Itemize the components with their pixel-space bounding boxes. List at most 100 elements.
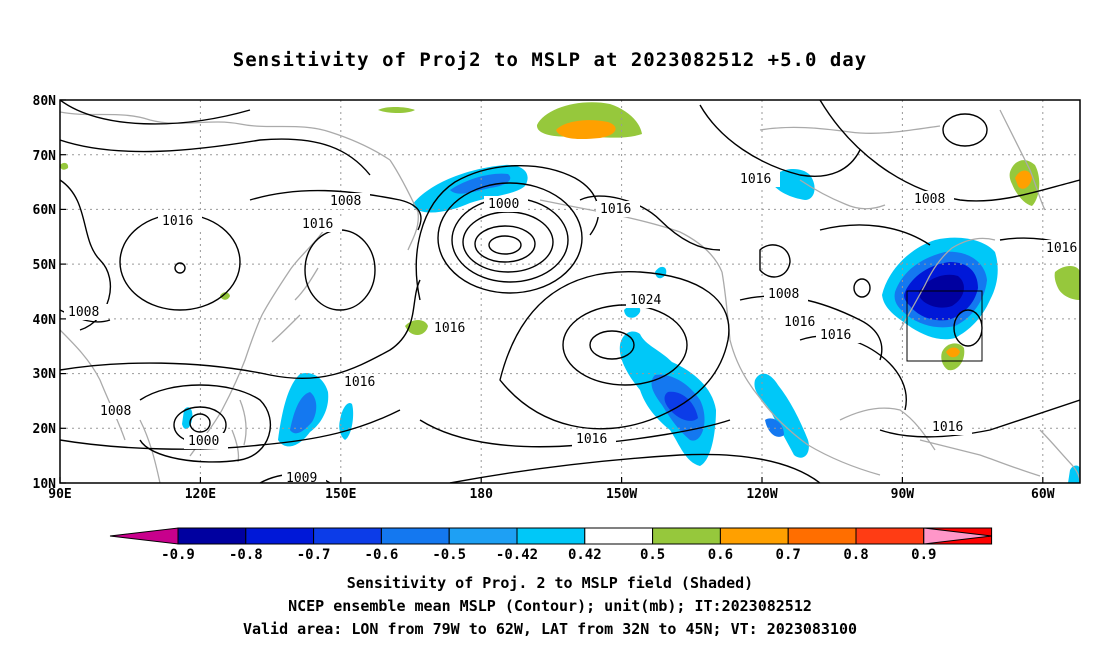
footer-contour-caption: NCEP ensemble mean MSLP (Contour); unit(… [288, 597, 812, 615]
contour-label: 1016 [740, 172, 771, 187]
contour-label: 1008 [768, 287, 799, 302]
lon-label: 90E [48, 487, 71, 502]
shade-blob-arctic-sliver [378, 107, 415, 113]
contour-label: 1008 [330, 194, 361, 209]
lat-label: 40N [33, 313, 57, 328]
shade-blob-mexico-coast [754, 373, 809, 458]
colorbar-label: -0.6 [365, 547, 399, 563]
contour-low-1008 [462, 211, 554, 273]
contour-nw-1016 [60, 138, 371, 176]
sensitivity-shading [60, 102, 1080, 483]
colorbar-label: 0.7 [776, 547, 801, 563]
colorbar-label: -0.9 [161, 547, 195, 563]
colorbar-label: -0.7 [297, 547, 331, 563]
colorbar-label: 0.9 [911, 547, 936, 563]
contour-high-1024 [589, 330, 635, 360]
shade-blob-sw-atlantic [1068, 465, 1080, 483]
coast-caribbean [919, 439, 1041, 477]
lat-lon-grid [60, 100, 1080, 483]
colorbar [109, 527, 993, 545]
contour-pacific-1016-south [449, 453, 821, 483]
contour-ne-1008 [819, 100, 1080, 202]
contour-west-1016-d [60, 409, 401, 450]
coast-east-us [899, 237, 996, 331]
colorbar-swatch [245, 527, 315, 545]
colorbar-swatch-low-arrow [109, 527, 179, 545]
axis-ticks [59, 99, 1044, 484]
contour-label: 1016 [344, 375, 375, 390]
colorbar-label: -0.8 [229, 547, 263, 563]
contour-east-1016 [879, 399, 1080, 438]
shade-blob-goa [624, 305, 641, 318]
chart-title: Sensitivity of Proj2 to MSLP at 20230825… [232, 49, 868, 71]
contour-nw-1008 [249, 189, 422, 231]
contour-sw-usa-1008 [759, 244, 791, 278]
contour-ne-1012-ring [942, 113, 988, 147]
lon-label: 180 [469, 487, 493, 502]
contour-label: 1016 [600, 202, 631, 217]
shade-blob-asia-green-dot [220, 292, 230, 300]
map-plot-area: 1000 1008 1016 1024 1009 1016 1008 1016 … [60, 100, 1080, 483]
contour-ec-1016 [799, 335, 907, 411]
shade-blob-sc-pacific-core [664, 391, 698, 421]
contour-label: 1016 [162, 214, 193, 229]
coast-gulf [839, 407, 936, 451]
contour-west-1000-inner [189, 413, 211, 433]
coast-siberia-arctic [60, 111, 391, 161]
lat-label: 10N [33, 477, 57, 492]
shade-blob-greenland-core [1015, 170, 1032, 189]
contour-west-1016-b [304, 229, 376, 311]
contour-label: 1000 [488, 197, 519, 212]
contour-label: 1008 [100, 404, 131, 419]
contour-label: 1000 [188, 434, 219, 449]
contour-label: 1016 [434, 321, 465, 336]
colorbar-swatch [855, 527, 925, 545]
contour-high-1020 [562, 304, 688, 386]
validation-area-box [906, 290, 983, 362]
contour-west-1016-c [60, 279, 421, 380]
colorbar-label: -0.42 [496, 547, 538, 563]
contour-label: 1016 [302, 217, 333, 232]
lat-label: 70N [33, 149, 57, 164]
coast-japan [271, 267, 319, 343]
colorbar-swatch [652, 527, 721, 545]
contour-ne-small [853, 278, 871, 298]
lat-label: 80N [33, 94, 57, 109]
contour-label: 1016 [576, 432, 607, 447]
contour-label: 1016 [932, 420, 963, 435]
map-frame [59, 99, 1081, 484]
lon-label: 120W [746, 487, 777, 502]
shade-blob-west-pacific-core [290, 392, 317, 434]
colorbar-swatch [584, 527, 654, 545]
lat-label: 60N [33, 203, 57, 218]
contour-west-1016-dot [174, 262, 186, 274]
lon-label: 90W [891, 487, 915, 502]
colorbar-swatch [380, 527, 450, 545]
contour-west-1008-c [139, 384, 271, 463]
colorbar-label: 0.42 [568, 547, 602, 563]
shade-blob-west-green-dot [60, 162, 69, 170]
contour-low-1016-outer [415, 165, 600, 301]
contour-label: 1024 [630, 293, 661, 308]
contour-arctic-1016 [60, 100, 251, 125]
contour-high-1016 [499, 270, 730, 430]
shade-blob-mexico-core [765, 418, 784, 437]
shade-blob-small-ns [339, 402, 354, 440]
coast-greenland [999, 109, 1046, 211]
contour-low-1016 [437, 182, 583, 294]
colorbar-swatch [787, 527, 857, 545]
contour-low-1000 [488, 235, 522, 255]
contour-label: 1008 [914, 192, 945, 207]
shade-blob-bering [655, 266, 667, 279]
colorbar-swatch [448, 527, 518, 545]
lon-label: 60W [1031, 487, 1055, 502]
contour-midpac-1016 [579, 195, 721, 251]
colorbar-swatch-high-arrow [923, 527, 992, 545]
colorbar-swatch [177, 527, 247, 545]
colorbar-label: -0.5 [432, 547, 466, 563]
colorbar-swatch [313, 527, 382, 545]
footer-valid-area-caption: Valid area: LON from 79W to 62W, LAT fro… [242, 620, 858, 638]
shade-blob-bermuda-orange [946, 347, 960, 358]
lat-label: 50N [33, 258, 57, 273]
lon-label: 150E [325, 487, 356, 502]
